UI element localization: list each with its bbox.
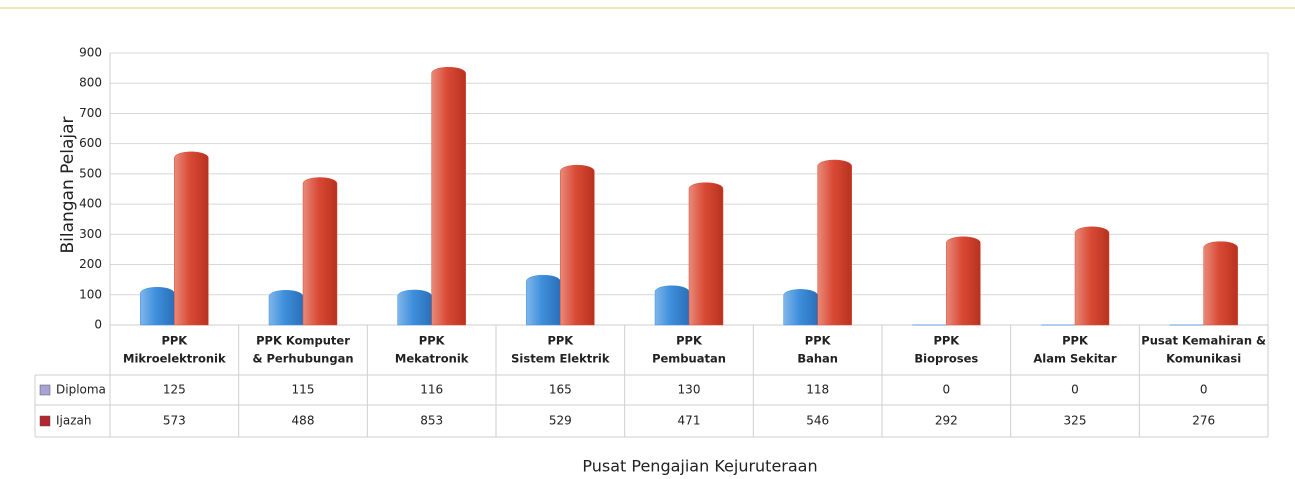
bar	[397, 289, 432, 326]
bar	[1203, 241, 1238, 326]
table-value: 165	[549, 383, 572, 397]
x-tick-label: Mikroelektronik	[123, 352, 226, 366]
x-tick-label: Bahan	[797, 352, 838, 366]
y-tick-label: 200	[79, 257, 102, 271]
x-tick-label: PPK	[419, 334, 446, 348]
table-value: 488	[292, 414, 315, 428]
bar	[654, 285, 690, 326]
x-tick-label: Pusat Kemahiran &	[1141, 334, 1266, 348]
table-value: 276	[1192, 414, 1215, 428]
y-tick-label: 800	[79, 76, 102, 90]
legend-label: Diploma	[56, 383, 106, 397]
y-tick-label: 300	[79, 227, 102, 241]
table-value: 118	[806, 383, 829, 397]
table-value: 471	[678, 414, 701, 428]
x-tick-label: PPK	[805, 334, 832, 348]
table-value: 292	[935, 414, 958, 428]
legend-key	[39, 384, 51, 396]
y-tick-label: 100	[79, 287, 102, 301]
legend-key	[39, 415, 51, 427]
x-tick-label: PPK	[161, 334, 188, 348]
table-value: 853	[420, 414, 443, 428]
table-value: 125	[163, 383, 186, 397]
bar	[946, 236, 981, 326]
bar	[688, 182, 724, 326]
x-tick-label: PPK	[547, 334, 574, 348]
x-tick-label: Komunikasi	[1166, 352, 1241, 366]
bar	[1074, 226, 1110, 326]
x-tick-label: PPK	[933, 334, 960, 348]
x-tick-label: Alam Sekitar	[1033, 352, 1117, 366]
y-axis-title: Bilangan Pelajar	[58, 116, 78, 253]
bar	[268, 289, 304, 326]
bar	[817, 159, 852, 326]
table-value: 116	[420, 383, 443, 397]
y-tick-label: 600	[79, 136, 102, 150]
legend-label: Ijazah	[56, 414, 91, 428]
bar	[783, 289, 818, 326]
table-value: 130	[678, 383, 701, 397]
x-tick-label: Bioproses	[914, 352, 978, 366]
bar	[302, 177, 338, 326]
y-tick-label: 900	[79, 46, 102, 60]
y-tick-label: 400	[79, 197, 102, 211]
table-value: 0	[943, 383, 951, 397]
bar	[174, 151, 209, 326]
y-tick-label: 700	[79, 106, 102, 120]
x-tick-label: & Perhubungan	[252, 352, 353, 366]
table-value: 0	[1071, 383, 1079, 397]
table-value: 546	[806, 414, 829, 428]
x-axis-title: Pusat Pengajian Kejuruteraan	[582, 457, 817, 476]
x-tick-label: Pembuatan	[652, 352, 726, 366]
x-tick-label: PPK Komputer	[256, 334, 350, 348]
table-value: 529	[549, 414, 572, 428]
bar	[431, 66, 466, 326]
x-tick-label: Sistem Elektrik	[511, 352, 610, 366]
y-tick-label: 500	[79, 166, 102, 180]
x-tick-label: Mekatronik	[395, 352, 469, 366]
table-value: 0	[1200, 383, 1208, 397]
table-value: 325	[1064, 414, 1087, 428]
x-tick-label: PPK	[1062, 334, 1089, 348]
bar	[140, 286, 175, 326]
table-value: 115	[292, 383, 315, 397]
bar	[560, 164, 595, 326]
bar	[526, 274, 561, 326]
y-tick-label: 0	[94, 318, 102, 332]
x-tick-label: PPK	[676, 334, 703, 348]
table-value: 573	[163, 414, 186, 428]
